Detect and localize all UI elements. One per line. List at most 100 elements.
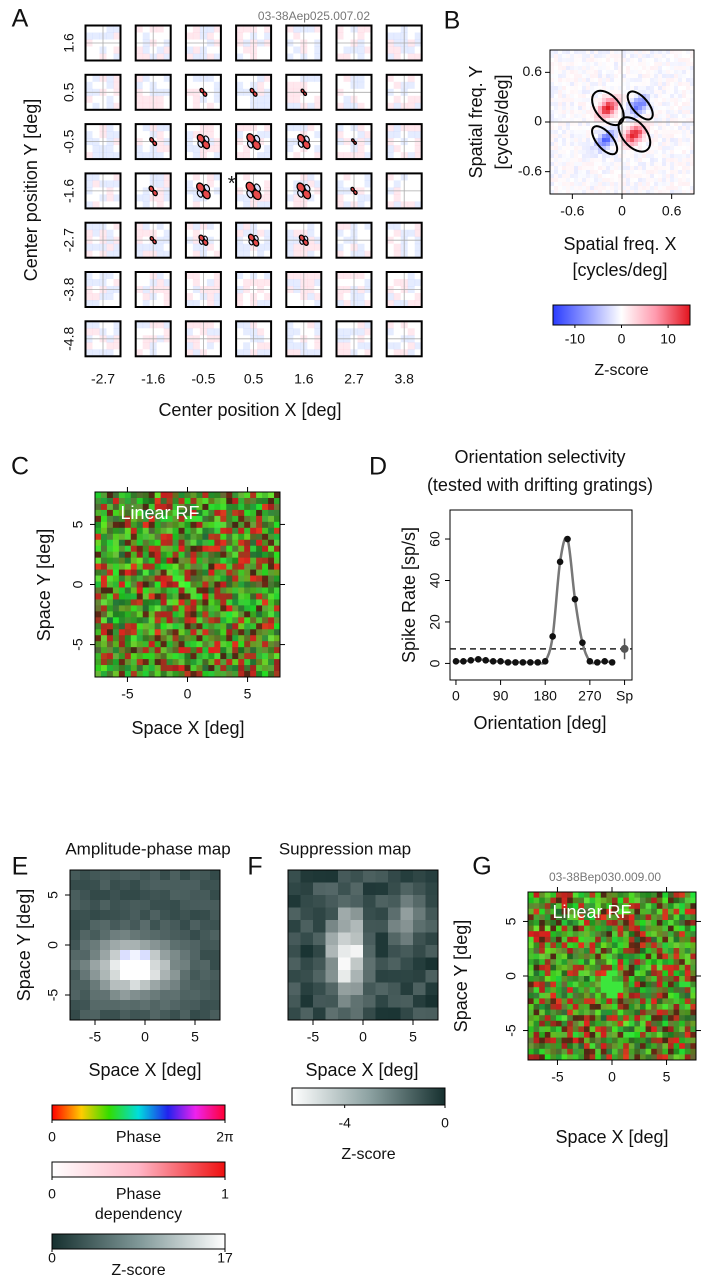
heatmap-cell bbox=[598, 110, 602, 114]
heatmap-cell bbox=[107, 293, 114, 300]
heatmap-cell bbox=[582, 162, 586, 166]
heatmap-cell bbox=[190, 665, 196, 671]
heatmap-cell bbox=[80, 950, 90, 960]
heatmap-cell bbox=[262, 540, 268, 546]
heatmap-cell bbox=[196, 647, 202, 653]
heatmap-cell bbox=[578, 154, 582, 158]
heatmap-cell bbox=[131, 635, 137, 641]
heatmap-cell bbox=[657, 937, 663, 943]
heatmap-cell bbox=[650, 146, 654, 150]
heatmap-cell bbox=[143, 244, 150, 251]
heatmap-cell bbox=[629, 954, 635, 960]
heatmap-cell bbox=[256, 582, 262, 588]
heatmap-cell bbox=[110, 890, 120, 900]
heatmap-cell bbox=[606, 976, 612, 982]
heatmap-cell bbox=[595, 1043, 601, 1049]
heatmap-cell bbox=[598, 174, 602, 178]
heatmap-cell bbox=[196, 534, 202, 540]
heatmap-cell bbox=[149, 653, 155, 659]
heatmap-cell bbox=[408, 33, 415, 40]
heatmap-cell bbox=[646, 987, 652, 993]
heatmap-cell bbox=[686, 102, 690, 106]
heatmap-cell bbox=[678, 142, 682, 146]
heatmap-cell bbox=[268, 540, 274, 546]
heatmap-cell bbox=[567, 1043, 573, 1049]
heatmap-cell bbox=[578, 126, 582, 130]
heatmap-cell bbox=[157, 223, 164, 230]
heatmap-cell bbox=[640, 1038, 646, 1044]
heatmap-cell bbox=[214, 492, 220, 498]
heatmap-cell bbox=[274, 635, 280, 641]
heatmap-cell bbox=[662, 102, 666, 106]
heatmap-cell bbox=[338, 958, 351, 971]
heatmap-cell bbox=[226, 671, 232, 677]
heatmap-cell bbox=[155, 635, 161, 641]
heatmap-cell bbox=[629, 1026, 635, 1032]
heatmap-cell bbox=[185, 647, 191, 653]
heatmap-cell bbox=[638, 130, 642, 134]
heatmap-cell bbox=[200, 960, 210, 970]
heatmap-cell bbox=[70, 950, 80, 960]
panel-letter: F bbox=[247, 853, 262, 881]
heatmap-cell bbox=[107, 516, 113, 522]
heatmap-cell bbox=[190, 910, 200, 920]
heatmap-cell bbox=[93, 131, 100, 138]
heatmap-cell bbox=[578, 106, 582, 110]
heatmap-cell bbox=[586, 138, 590, 142]
heatmap-cell bbox=[190, 492, 196, 498]
heatmap-cell bbox=[110, 880, 120, 890]
heatmap-cell bbox=[143, 611, 149, 617]
heatmap-cell bbox=[101, 516, 107, 522]
heatmap-cell bbox=[288, 933, 301, 946]
heatmap-cell bbox=[408, 124, 415, 131]
heatmap-cell bbox=[606, 1015, 612, 1021]
heatmap-cell bbox=[93, 82, 100, 89]
heatmap-cell bbox=[638, 70, 642, 74]
heatmap-cell bbox=[534, 942, 540, 948]
heatmap-cell bbox=[101, 522, 107, 528]
heatmap-cell bbox=[670, 54, 674, 58]
heatmap-cell bbox=[554, 54, 558, 58]
heatmap-cell bbox=[256, 635, 262, 641]
heatmap-cell bbox=[550, 66, 554, 70]
heatmap-cell bbox=[202, 671, 208, 677]
heatmap-cell bbox=[582, 86, 586, 90]
heatmap-cell bbox=[651, 998, 657, 1004]
heatmap-cell bbox=[586, 186, 590, 190]
heatmap-cell bbox=[193, 124, 200, 131]
heatmap-cell bbox=[143, 26, 150, 33]
heatmap-cell bbox=[257, 96, 264, 103]
heatmap-cell bbox=[590, 150, 594, 154]
heatmap-cell bbox=[642, 58, 646, 62]
heatmap-cell bbox=[408, 180, 415, 187]
heatmap-cell bbox=[612, 1026, 618, 1032]
heatmap-cell bbox=[155, 587, 161, 593]
heatmap-cell bbox=[686, 106, 690, 110]
heatmap-cell bbox=[534, 1010, 540, 1016]
heatmap-cell bbox=[534, 903, 540, 909]
heatmap-cell bbox=[179, 665, 185, 671]
heatmap-cell bbox=[610, 66, 614, 70]
heatmap-cell bbox=[539, 970, 545, 976]
heatmap-cell bbox=[119, 534, 125, 540]
heatmap-cell bbox=[554, 50, 558, 54]
heatmap-cell bbox=[160, 920, 170, 930]
heatmap-cell bbox=[618, 1021, 624, 1027]
heatmap-cell bbox=[214, 623, 220, 629]
heatmap-cell bbox=[186, 342, 193, 349]
heatmap-cell bbox=[658, 114, 662, 118]
heatmap-cell bbox=[143, 641, 149, 647]
heatmap-cell bbox=[95, 647, 101, 653]
heatmap-cell bbox=[556, 1032, 562, 1038]
heatmap-cell bbox=[658, 162, 662, 166]
heatmap-cell bbox=[250, 576, 256, 582]
heatmap-cell bbox=[136, 321, 143, 328]
heatmap-cell bbox=[590, 70, 594, 74]
heatmap-cell bbox=[186, 26, 193, 33]
heatmap-cell bbox=[578, 86, 582, 90]
heatmap-cell bbox=[214, 635, 220, 641]
heatmap-cell bbox=[574, 74, 578, 78]
heatmap-cell bbox=[595, 937, 601, 943]
colorbar-tick-label: 0 bbox=[618, 331, 626, 347]
heatmap-cell bbox=[202, 599, 208, 605]
